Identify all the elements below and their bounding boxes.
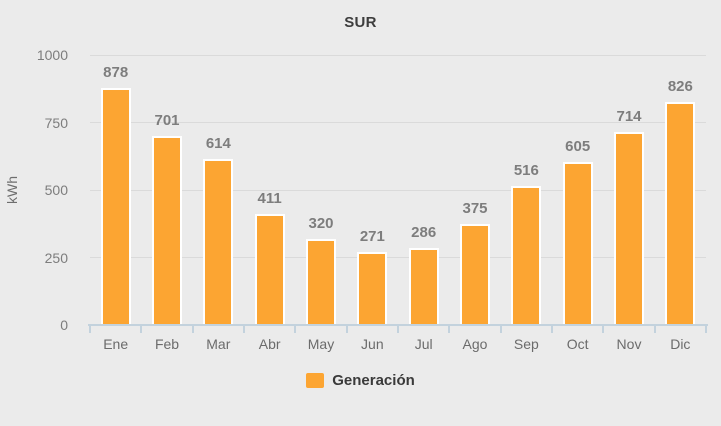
x-axis-tick xyxy=(705,326,707,333)
x-axis-tick xyxy=(140,326,143,333)
x-axis-category-label: Dic xyxy=(670,336,691,352)
x-axis-category-label: Mar xyxy=(206,336,231,352)
x-axis-category-label: Nov xyxy=(616,336,642,352)
bar-value-label: 714 xyxy=(616,108,642,125)
bar-value-label: 878 xyxy=(103,64,129,81)
x-axis-category-label: Jun xyxy=(361,336,384,352)
gridline xyxy=(90,257,706,258)
x-axis-category-label: Ago xyxy=(462,336,488,352)
x-axis-tick xyxy=(345,326,348,333)
bar-ago[interactable] xyxy=(460,224,490,325)
legend: Generación xyxy=(0,372,721,389)
plot-area: 0 250 500 750 1000 878 701 614 411 320 271 286 375 51… xyxy=(37,48,706,332)
bar-jun[interactable] xyxy=(357,252,388,325)
x-axis-tick xyxy=(89,326,91,333)
x-axis-tick xyxy=(551,326,553,333)
y-axis-tick-label: 0 xyxy=(60,317,68,333)
x-axis-category-label: Feb xyxy=(154,336,180,352)
legend-label: Generación xyxy=(332,372,415,389)
x-axis-category-label: Ene xyxy=(103,336,129,352)
bar-sep[interactable] xyxy=(511,186,542,325)
bar-value-label: 411 xyxy=(257,190,282,207)
x-axis-tick xyxy=(191,326,194,333)
bar-value-label: 701 xyxy=(154,112,180,129)
legend-item-generacion[interactable]: Generación xyxy=(306,372,415,389)
bar-ene[interactable] xyxy=(100,88,131,325)
bar-value-label: 605 xyxy=(565,138,591,155)
x-axis-tick xyxy=(294,326,297,333)
x-axis-tick xyxy=(602,326,605,333)
y-axis-tick-label: 1000 xyxy=(36,47,68,63)
x-axis-category-label: Abr xyxy=(258,336,281,352)
y-axis-tick-label: 500 xyxy=(44,182,68,198)
gridline xyxy=(90,122,706,123)
bar-dic[interactable] xyxy=(665,102,696,325)
bar-value-label: 516 xyxy=(513,162,539,179)
bar-oct[interactable] xyxy=(562,162,593,325)
bar-value-label: 286 xyxy=(411,224,437,241)
bar-abr[interactable] xyxy=(254,214,285,325)
x-axis-tick xyxy=(653,326,656,333)
x-axis-category-label: May xyxy=(307,336,335,352)
x-axis-tick xyxy=(499,326,502,333)
x-axis-line xyxy=(88,324,708,326)
bar-nov[interactable] xyxy=(614,132,644,325)
x-axis-category-label: Oct xyxy=(566,336,589,352)
x-axis-category-label: Sep xyxy=(513,336,539,352)
x-axis-category-label: Jul xyxy=(414,336,433,352)
bar-jul[interactable] xyxy=(408,248,439,325)
bar-value-label: 320 xyxy=(308,215,334,232)
x-axis-tick xyxy=(243,326,245,333)
x-axis-tick xyxy=(397,326,399,333)
bar-value-label: 271 xyxy=(359,228,385,245)
x-axis-tick xyxy=(448,326,451,333)
legend-swatch xyxy=(306,373,325,388)
bar-mar[interactable] xyxy=(203,159,234,325)
bar-feb[interactable] xyxy=(152,136,182,325)
chart-title: SUR xyxy=(344,14,377,31)
y-axis-tick-label: 250 xyxy=(44,249,68,266)
bar-value-label: 826 xyxy=(667,78,693,95)
bar-may[interactable] xyxy=(306,239,336,325)
y-axis-tick-label: 750 xyxy=(44,114,68,131)
gridline xyxy=(90,54,706,56)
bar-value-label: 614 xyxy=(205,135,231,152)
gridline xyxy=(90,189,706,191)
bar-value-label: 375 xyxy=(462,200,488,217)
